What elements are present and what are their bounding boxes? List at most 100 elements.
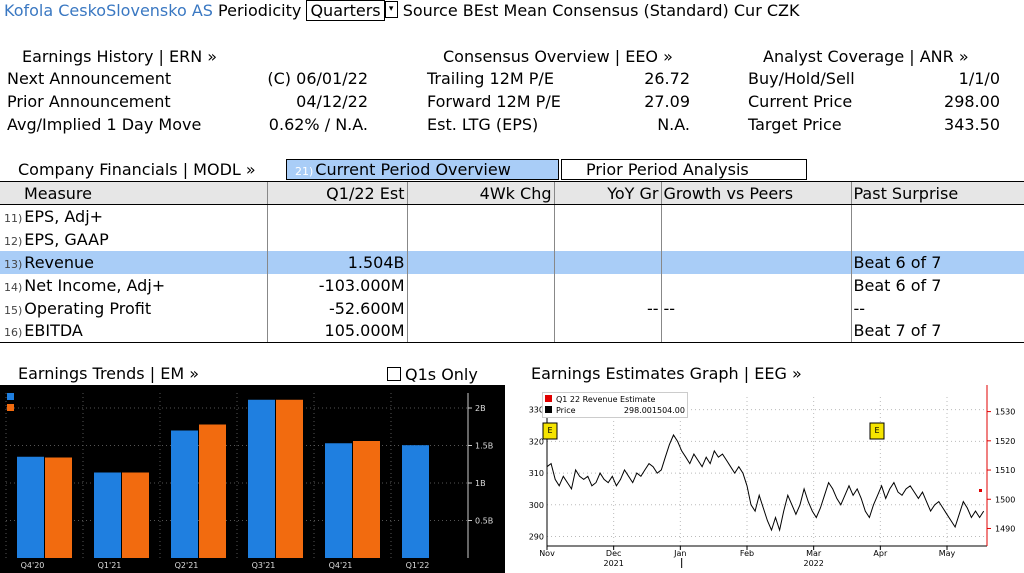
row-surprise: [850, 204, 1024, 228]
row-measure: Revenue: [24, 252, 94, 272]
right-tick-label: 1520: [995, 437, 1015, 446]
analyst-title[interactable]: Analyst Coverage | ANR »: [763, 47, 969, 66]
tab-prior-period[interactable]: Prior Period Analysis (Q4/21): [561, 159, 807, 198]
bar-estimate: [248, 399, 275, 558]
eh-value-1: (C) 06/01/22: [267, 69, 368, 88]
earnings-trends-title[interactable]: Earnings Trends | EM »: [18, 364, 199, 383]
event-marker-icon: [542, 422, 558, 440]
table-row[interactable]: 16) EBITDA 105.000M Beat 7 of 7: [0, 319, 1024, 343]
legend-label-estimate: Estimate Revenue: [18, 393, 91, 402]
legend-item-revenue-estimate: Q1 22 Revenue Estimate 1504.00: [545, 394, 685, 415]
legend-swatch-revenue-estimate: [545, 395, 552, 402]
col-yoy-gr[interactable]: YoY Gr: [553, 181, 661, 205]
col-est[interactable]: Q1/22 Est: [266, 181, 407, 205]
x-tick-label: Mar: [806, 549, 822, 558]
co-label-2: Forward 12M P/E: [427, 92, 561, 111]
legend-item-estimate: Estimate Revenue: [7, 392, 91, 403]
row-est: -103.000M: [266, 273, 407, 297]
chevron-down-icon[interactable]: ▾: [384, 1, 398, 18]
row-yoy: [553, 227, 661, 251]
row-measure: Net Income, Adj+: [24, 275, 166, 295]
periodicity-select[interactable]: Quarters: [306, 0, 385, 21]
row-surprise: Beat 7 of 7: [850, 319, 1024, 343]
row-yoy: [553, 319, 661, 343]
ac-value-2: 298.00: [944, 92, 1000, 111]
table-row-selected[interactable]: 13) Revenue 1.504B Beat 6 of 7: [0, 250, 1024, 274]
table-row[interactable]: 11) EPS, Adj+: [0, 204, 1024, 228]
row-number: 12): [4, 234, 23, 248]
row-est: 105.000M: [266, 319, 407, 343]
left-tick-label: 300: [529, 501, 544, 510]
legend-item-actual: Actual Revenue: [7, 403, 91, 414]
y-tick-label: 0.5B: [475, 517, 493, 526]
periodicity-label: Periodicity: [218, 1, 302, 20]
ac-value-3: 343.50: [944, 115, 1000, 134]
ac-label-2: Current Price: [748, 92, 853, 111]
row-peers: [660, 227, 851, 251]
bar-estimate: [94, 472, 121, 558]
row-peers: [660, 250, 851, 274]
x-tick-label: May: [939, 549, 956, 558]
x-tick-label: Q4'21: [329, 561, 353, 570]
row-yoy: --: [553, 296, 661, 320]
row-chg: [406, 250, 554, 274]
col-growth-peers[interactable]: Growth vs Peers: [660, 181, 851, 205]
eh-label-3: Avg/Implied 1 Day Move: [7, 115, 202, 134]
x-year-label: 2021: [603, 559, 623, 568]
q1s-only-checkbox[interactable]: Q1s Only: [387, 365, 478, 384]
col-measure[interactable]: Measure: [0, 181, 267, 205]
legend-value-price: 298.00: [623, 406, 652, 415]
table-row[interactable]: 15) Operating Profit -52.600M -- -- --: [0, 296, 1024, 320]
eh-value-3: 0.62% / N.A.: [268, 115, 368, 134]
co-value-2: 27.09: [644, 92, 690, 111]
right-tick-label: 1500: [995, 495, 1015, 504]
eh-value-2: 04/12/22: [296, 92, 368, 111]
row-est: -52.600M: [266, 296, 407, 320]
line-legend: Q1 22 Revenue Estimate 1504.00 Price 298.0…: [542, 392, 688, 418]
estimates-graph-title[interactable]: Earnings Estimates Graph | EEG »: [531, 364, 802, 383]
row-est: [266, 227, 407, 251]
col-past-surprise[interactable]: Past Surprise: [850, 181, 1024, 205]
price-line: [546, 433, 985, 533]
eh-label-1: Next Announcement: [7, 69, 172, 88]
source-text: Source BEst Mean Consensus (Standard) Cu…: [402, 1, 800, 20]
earnings-history-title[interactable]: Earnings History | ERN »: [22, 47, 218, 66]
x-tick-label: Q1'22: [406, 561, 430, 570]
tab-current-period[interactable]: 21)Current Period Overview (Q1/22): [286, 159, 559, 200]
row-measure: Operating Profit: [24, 298, 152, 318]
row-yoy: [553, 204, 661, 228]
row-number: 14): [4, 280, 23, 294]
legend-value-revenue-estimate: 1504.00: [651, 406, 685, 415]
x-tick-label: Nov: [539, 549, 555, 558]
y-tick-label: 2B: [475, 404, 486, 413]
row-surprise: Beat 6 of 7: [850, 250, 1024, 274]
financials-title[interactable]: Company Financials | MODL »: [18, 160, 256, 179]
legend-swatch-actual: [7, 404, 14, 411]
col-4wk-chg[interactable]: 4Wk Chg: [406, 181, 554, 205]
x-tick-label: Jan: [673, 549, 686, 558]
table-header-row: Measure Q1/22 Est 4Wk Chg YoY Gr Growth …: [0, 181, 1024, 205]
legend-swatch-price: [545, 406, 552, 413]
co-label-1: Trailing 12M P/E: [427, 69, 554, 88]
legend-label-price: Price: [556, 406, 576, 415]
row-measure: EPS, Adj+: [24, 206, 104, 226]
bar-actual: [353, 441, 380, 558]
row-peers: --: [660, 296, 851, 320]
co-value-3: N.A.: [657, 115, 690, 134]
bar-actual: [122, 472, 149, 558]
event-marker-icon: [869, 422, 885, 440]
x-tick-label: Dec: [606, 549, 621, 558]
row-measure: EPS, GAAP: [24, 229, 109, 249]
bar-estimate: [17, 456, 44, 558]
x-year-label: 2022: [803, 559, 823, 568]
co-label-3: Est. LTG (EPS): [427, 115, 539, 134]
table-row[interactable]: 12) EPS, GAAP: [0, 227, 1024, 251]
event-marker-label: E: [547, 426, 552, 435]
row-number: 15): [4, 303, 23, 317]
row-number: 11): [4, 211, 23, 225]
table-row[interactable]: 14) Net Income, Adj+ -103.000M Beat 6 of …: [0, 273, 1024, 297]
checkbox-icon[interactable]: [387, 367, 401, 381]
company-name[interactable]: Kofola CeskoSlovensko AS: [4, 1, 213, 20]
x-tick-label: Q1'21: [98, 561, 122, 570]
consensus-title[interactable]: Consensus Overview | EEO »: [443, 47, 673, 66]
